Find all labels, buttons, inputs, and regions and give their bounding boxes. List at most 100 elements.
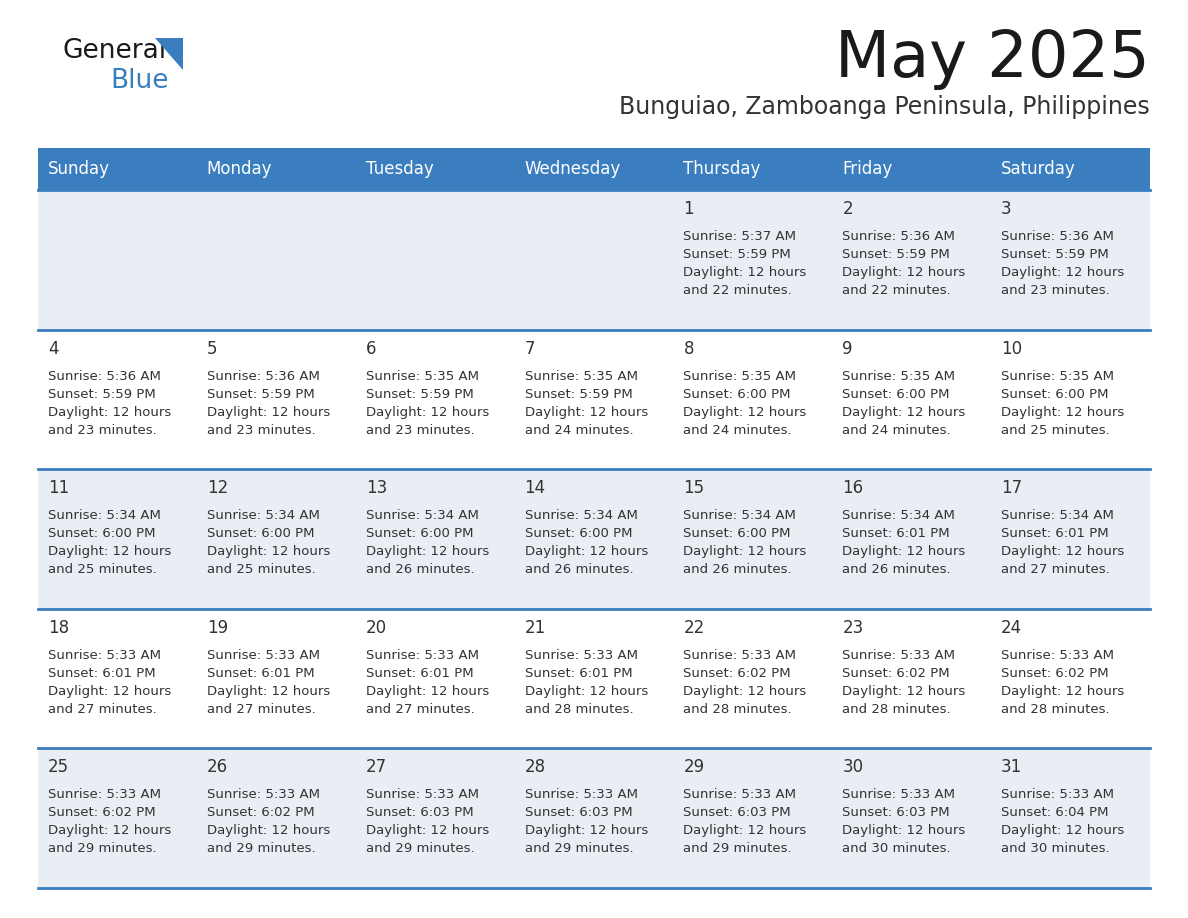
Bar [38,190,1150,330]
Text: and 27 minutes.: and 27 minutes. [207,703,316,716]
Text: Sunset: 5:59 PM: Sunset: 5:59 PM [683,248,791,261]
Text: Sunset: 6:01 PM: Sunset: 6:01 PM [842,527,950,540]
Text: Daylight: 12 hours: Daylight: 12 hours [48,545,171,558]
Text: 12: 12 [207,479,228,498]
Text: Sunrise: 5:35 AM: Sunrise: 5:35 AM [1001,370,1114,383]
Text: Sunrise: 5:36 AM: Sunrise: 5:36 AM [1001,230,1114,243]
Text: Sunset: 6:02 PM: Sunset: 6:02 PM [842,666,950,680]
Text: Daylight: 12 hours: Daylight: 12 hours [1001,266,1124,279]
Text: Sunrise: 5:33 AM: Sunrise: 5:33 AM [207,789,320,801]
Text: Sunrise: 5:36 AM: Sunrise: 5:36 AM [842,230,955,243]
Text: Daylight: 12 hours: Daylight: 12 hours [48,406,171,419]
Text: and 28 minutes.: and 28 minutes. [525,703,633,716]
Text: 6: 6 [366,340,377,358]
Text: Daylight: 12 hours: Daylight: 12 hours [525,406,647,419]
Text: Sunrise: 5:34 AM: Sunrise: 5:34 AM [48,509,160,522]
Text: Sunrise: 5:33 AM: Sunrise: 5:33 AM [366,649,479,662]
Text: General: General [62,38,166,64]
Text: 30: 30 [842,758,864,777]
Text: Friday: Friday [842,160,892,178]
Text: Sunset: 6:02 PM: Sunset: 6:02 PM [48,806,156,820]
Text: 28: 28 [525,758,545,777]
Text: 22: 22 [683,619,704,637]
Text: and 28 minutes.: and 28 minutes. [683,703,792,716]
Text: Sunset: 6:00 PM: Sunset: 6:00 PM [207,527,315,540]
Text: Daylight: 12 hours: Daylight: 12 hours [525,545,647,558]
Text: Sunrise: 5:37 AM: Sunrise: 5:37 AM [683,230,796,243]
Text: 25: 25 [48,758,69,777]
Text: and 30 minutes.: and 30 minutes. [1001,843,1110,856]
Text: Daylight: 12 hours: Daylight: 12 hours [842,545,966,558]
Text: 1: 1 [683,200,694,218]
Text: Sunset: 6:01 PM: Sunset: 6:01 PM [48,666,156,680]
Text: Sunset: 5:59 PM: Sunset: 5:59 PM [842,248,950,261]
Text: 10: 10 [1001,340,1022,358]
Text: Daylight: 12 hours: Daylight: 12 hours [207,685,330,698]
Text: Tuesday: Tuesday [366,160,434,178]
Text: and 25 minutes.: and 25 minutes. [1001,423,1110,437]
Text: Wednesday: Wednesday [525,160,621,178]
Text: Daylight: 12 hours: Daylight: 12 hours [1001,545,1124,558]
Text: Sunset: 6:01 PM: Sunset: 6:01 PM [207,666,315,680]
Text: Sunset: 6:04 PM: Sunset: 6:04 PM [1001,806,1108,820]
Text: Sunrise: 5:35 AM: Sunrise: 5:35 AM [366,370,479,383]
Text: Daylight: 12 hours: Daylight: 12 hours [366,406,489,419]
Text: Sunrise: 5:33 AM: Sunrise: 5:33 AM [48,789,162,801]
Text: Sunset: 6:01 PM: Sunset: 6:01 PM [525,666,632,680]
Text: 5: 5 [207,340,217,358]
Text: and 28 minutes.: and 28 minutes. [842,703,950,716]
Text: Sunrise: 5:34 AM: Sunrise: 5:34 AM [207,509,320,522]
Text: Sunrise: 5:34 AM: Sunrise: 5:34 AM [842,509,955,522]
Text: and 23 minutes.: and 23 minutes. [207,423,316,437]
Text: Sunrise: 5:33 AM: Sunrise: 5:33 AM [207,649,320,662]
Text: Daylight: 12 hours: Daylight: 12 hours [525,685,647,698]
Text: Sunset: 6:01 PM: Sunset: 6:01 PM [366,666,473,680]
Text: Daylight: 12 hours: Daylight: 12 hours [683,824,807,837]
Text: and 27 minutes.: and 27 minutes. [366,703,474,716]
Text: Sunrise: 5:33 AM: Sunrise: 5:33 AM [525,649,638,662]
Text: 21: 21 [525,619,545,637]
Text: Daylight: 12 hours: Daylight: 12 hours [366,824,489,837]
Text: and 23 minutes.: and 23 minutes. [1001,284,1110,297]
Text: Sunrise: 5:34 AM: Sunrise: 5:34 AM [366,509,479,522]
Text: Daylight: 12 hours: Daylight: 12 hours [842,824,966,837]
Text: 9: 9 [842,340,853,358]
Text: Thursday: Thursday [683,160,760,178]
Text: Sunset: 6:02 PM: Sunset: 6:02 PM [1001,666,1108,680]
Text: Sunset: 6:03 PM: Sunset: 6:03 PM [842,806,950,820]
Text: Sunset: 6:03 PM: Sunset: 6:03 PM [525,806,632,820]
Text: and 26 minutes.: and 26 minutes. [525,564,633,577]
Text: 29: 29 [683,758,704,777]
Text: 31: 31 [1001,758,1023,777]
Text: Daylight: 12 hours: Daylight: 12 hours [207,406,330,419]
Text: Sunset: 5:59 PM: Sunset: 5:59 PM [207,387,315,400]
Text: 14: 14 [525,479,545,498]
Text: and 29 minutes.: and 29 minutes. [366,843,474,856]
Text: and 29 minutes.: and 29 minutes. [525,843,633,856]
Text: Daylight: 12 hours: Daylight: 12 hours [842,266,966,279]
Text: Sunset: 5:59 PM: Sunset: 5:59 PM [48,387,156,400]
Text: and 24 minutes.: and 24 minutes. [525,423,633,437]
Text: Sunset: 6:00 PM: Sunset: 6:00 PM [683,527,791,540]
Text: and 29 minutes.: and 29 minutes. [48,843,157,856]
Text: Sunrise: 5:35 AM: Sunrise: 5:35 AM [525,370,638,383]
Text: Daylight: 12 hours: Daylight: 12 hours [842,406,966,419]
Text: Daylight: 12 hours: Daylight: 12 hours [1001,685,1124,698]
Text: Sunrise: 5:33 AM: Sunrise: 5:33 AM [683,789,796,801]
Bar [38,469,1150,609]
Text: and 25 minutes.: and 25 minutes. [207,564,316,577]
Text: and 23 minutes.: and 23 minutes. [366,423,474,437]
Text: Daylight: 12 hours: Daylight: 12 hours [842,685,966,698]
Text: Sunrise: 5:36 AM: Sunrise: 5:36 AM [48,370,160,383]
Text: and 26 minutes.: and 26 minutes. [683,564,792,577]
Text: Sunrise: 5:33 AM: Sunrise: 5:33 AM [842,789,955,801]
Text: Daylight: 12 hours: Daylight: 12 hours [683,266,807,279]
Text: Sunrise: 5:33 AM: Sunrise: 5:33 AM [366,789,479,801]
Text: Sunset: 6:02 PM: Sunset: 6:02 PM [207,806,315,820]
Text: Sunday: Sunday [48,160,110,178]
Bar [38,748,1150,888]
Text: Daylight: 12 hours: Daylight: 12 hours [207,824,330,837]
Text: Daylight: 12 hours: Daylight: 12 hours [366,545,489,558]
Text: Daylight: 12 hours: Daylight: 12 hours [48,685,171,698]
Text: 7: 7 [525,340,535,358]
